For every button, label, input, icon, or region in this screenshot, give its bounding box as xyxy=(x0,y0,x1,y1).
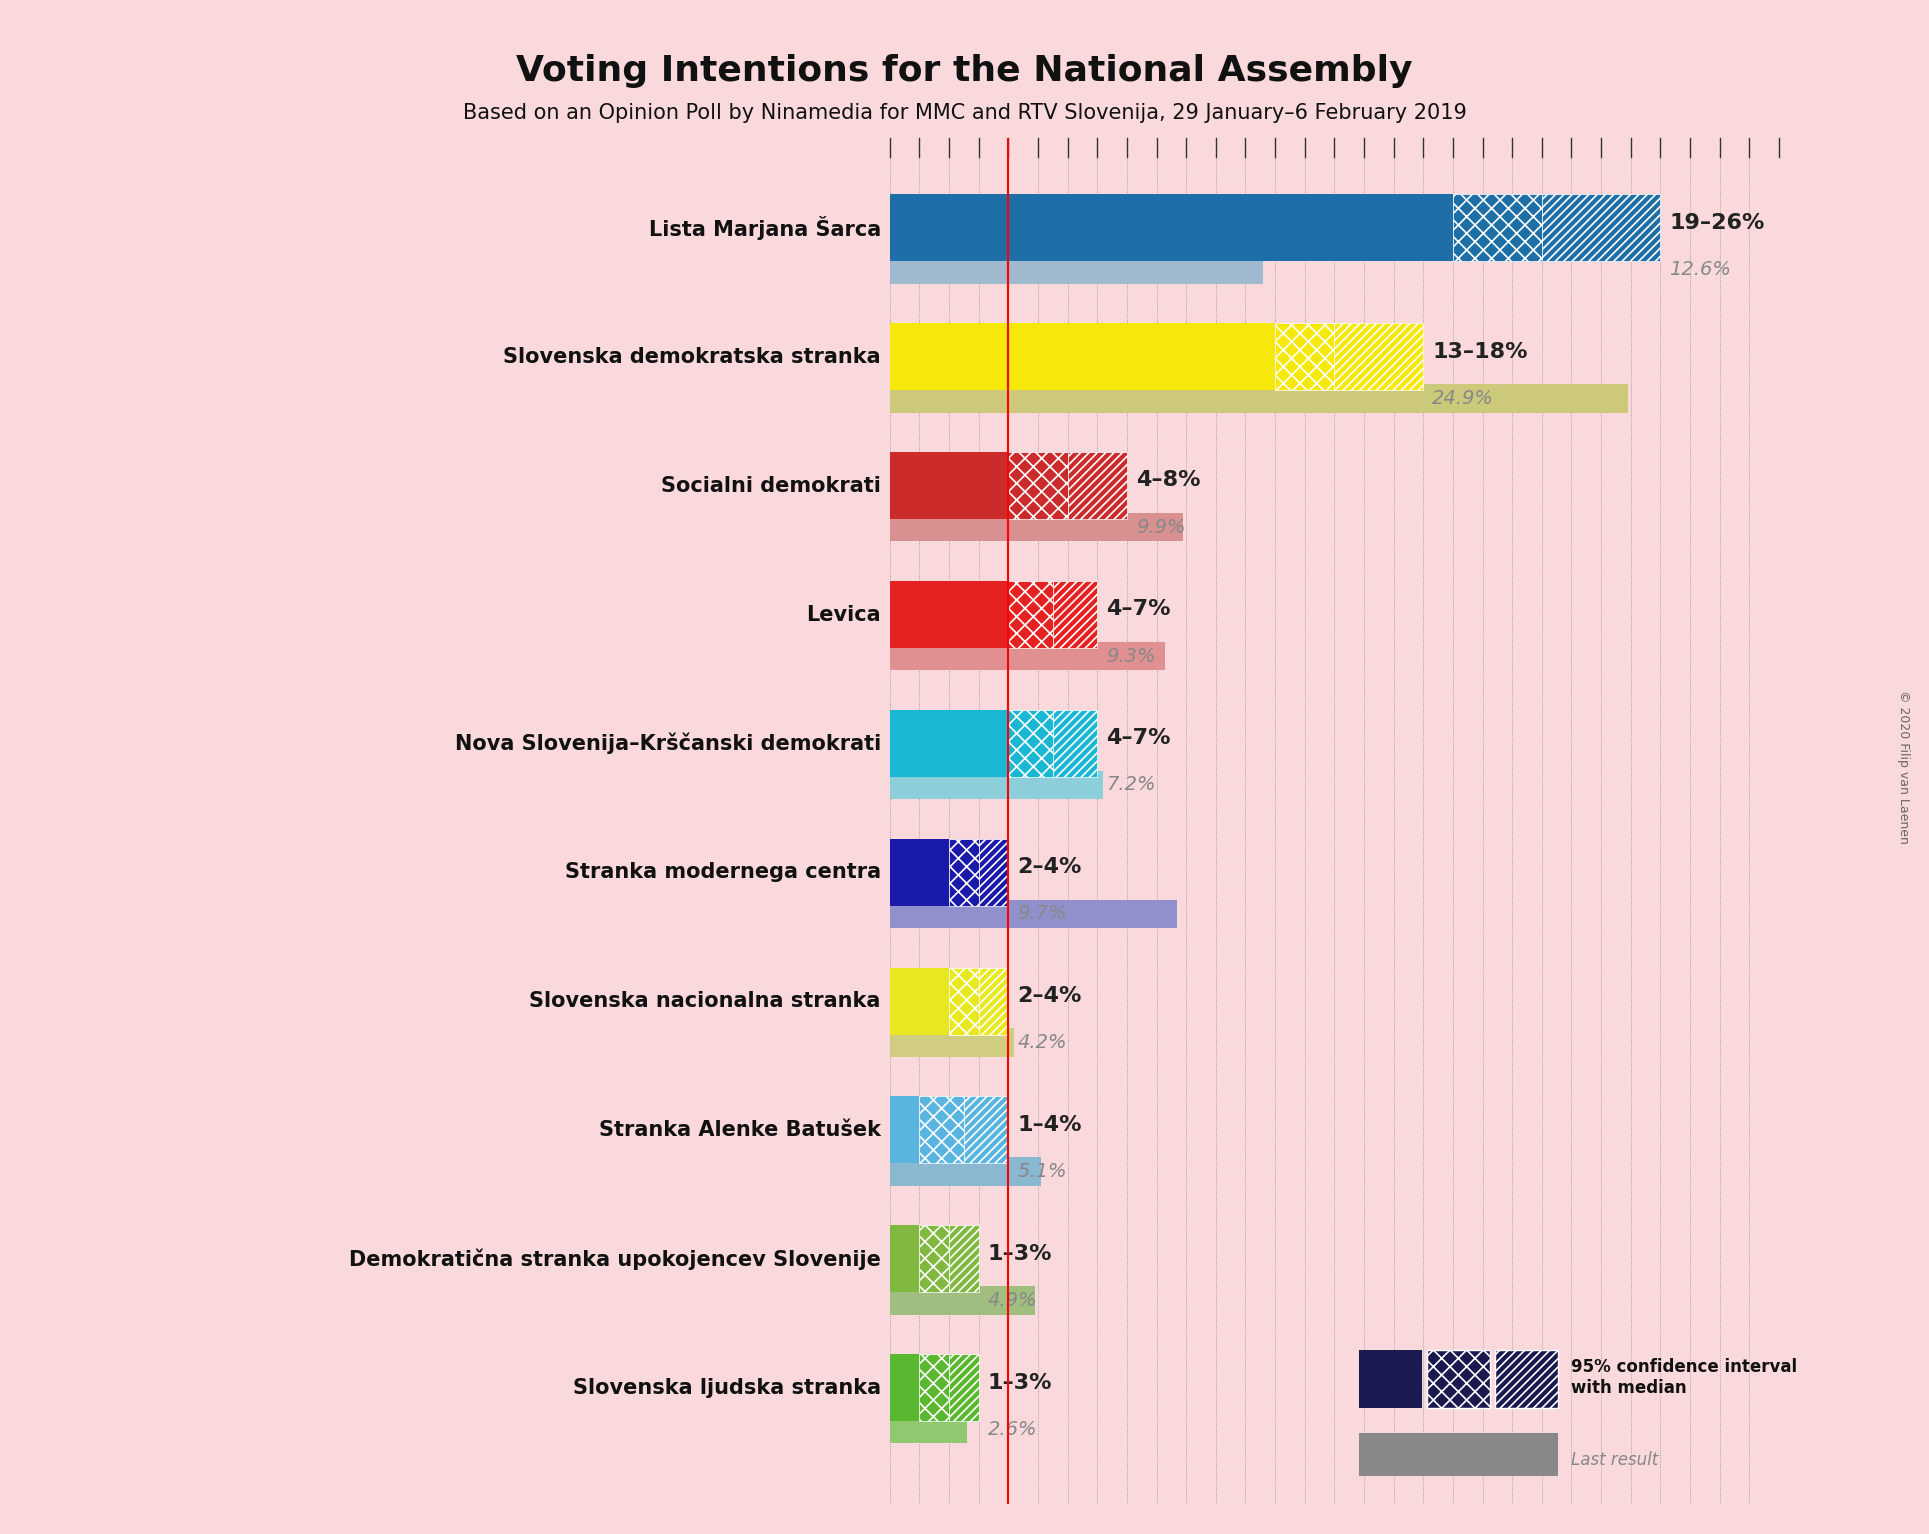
Bar xyxy=(920,1355,949,1420)
Text: Stranka modernega centra: Stranka modernega centra xyxy=(565,862,882,882)
Bar xyxy=(889,1226,920,1292)
Text: 7.2%: 7.2% xyxy=(1105,775,1155,795)
Text: Voting Intentions for the National Assembly: Voting Intentions for the National Assem… xyxy=(517,54,1412,87)
Bar xyxy=(1067,453,1127,518)
Bar xyxy=(1495,1350,1559,1408)
Text: 12.6%: 12.6% xyxy=(1669,259,1730,279)
Text: Slovenska demokratska stranka: Slovenska demokratska stranka xyxy=(503,347,882,367)
Text: Stranka Alenke Batušek: Stranka Alenke Batušek xyxy=(598,1120,882,1140)
Bar xyxy=(889,324,1275,390)
Text: Slovenska nacionalna stranka: Slovenska nacionalna stranka xyxy=(529,991,882,1011)
Bar xyxy=(1009,581,1053,647)
Bar xyxy=(1427,1350,1491,1408)
Bar xyxy=(889,899,1177,928)
Bar xyxy=(1053,710,1098,776)
Text: 9.9%: 9.9% xyxy=(1136,517,1184,537)
Text: 4.9%: 4.9% xyxy=(988,1292,1038,1310)
Text: 19–26%: 19–26% xyxy=(1669,213,1765,233)
Bar xyxy=(889,453,1009,518)
Bar xyxy=(889,1285,1036,1315)
Bar xyxy=(889,255,1263,284)
Bar xyxy=(889,1414,966,1443)
Bar xyxy=(889,195,1453,261)
Bar xyxy=(1541,195,1661,261)
Text: 9.7%: 9.7% xyxy=(1017,904,1067,923)
Bar xyxy=(1009,453,1067,518)
Text: Demokratična stranka upokojencev Slovenije: Demokratična stranka upokojencev Sloveni… xyxy=(349,1249,882,1270)
Text: 13–18%: 13–18% xyxy=(1431,342,1528,362)
Bar xyxy=(1275,324,1335,390)
Bar xyxy=(1358,1433,1559,1476)
Text: 4–7%: 4–7% xyxy=(1105,600,1171,620)
Bar xyxy=(889,710,1009,776)
Bar xyxy=(889,839,949,905)
Text: 1–3%: 1–3% xyxy=(988,1244,1051,1264)
Text: 9.3%: 9.3% xyxy=(1105,646,1155,666)
Text: Socialni demokrati: Socialni demokrati xyxy=(662,476,882,495)
Text: 4–8%: 4–8% xyxy=(1136,471,1200,491)
Text: Nova Slovenija–Krščanski demokrati: Nova Slovenija–Krščanski demokrati xyxy=(455,733,882,755)
Text: Levica: Levica xyxy=(806,604,882,624)
Bar xyxy=(889,968,949,1034)
Bar xyxy=(949,839,978,905)
Text: Slovenska ljudska stranka: Slovenska ljudska stranka xyxy=(573,1378,882,1397)
Bar xyxy=(978,968,1009,1034)
Bar xyxy=(1053,581,1098,647)
Bar xyxy=(920,1097,964,1163)
Bar xyxy=(889,770,1103,799)
Text: 1–3%: 1–3% xyxy=(988,1373,1051,1393)
Bar xyxy=(949,968,978,1034)
Text: © 2020 Filip van Laenen: © 2020 Filip van Laenen xyxy=(1898,690,1910,844)
Bar xyxy=(889,581,1009,647)
Bar xyxy=(1453,195,1541,261)
Text: 95% confidence interval
with median: 95% confidence interval with median xyxy=(1570,1358,1798,1397)
Bar xyxy=(1335,324,1424,390)
Text: Last result: Last result xyxy=(1570,1451,1659,1470)
Text: 1–4%: 1–4% xyxy=(1017,1115,1082,1135)
Text: 4.2%: 4.2% xyxy=(1017,1032,1067,1052)
Text: 5.1%: 5.1% xyxy=(1017,1161,1067,1181)
Bar xyxy=(978,839,1009,905)
Bar xyxy=(920,1226,949,1292)
Bar xyxy=(889,1355,920,1420)
Bar xyxy=(889,641,1165,670)
Bar xyxy=(1009,710,1053,776)
Bar xyxy=(889,1157,1042,1186)
Bar xyxy=(889,1028,1015,1057)
Bar xyxy=(889,384,1628,413)
Text: 2–4%: 2–4% xyxy=(1017,858,1082,877)
Bar xyxy=(964,1097,1009,1163)
Bar xyxy=(1358,1350,1422,1408)
Text: Based on an Opinion Poll by Ninamedia for MMC and RTV Slovenija, 29 January–6 Fe: Based on an Opinion Poll by Ninamedia fo… xyxy=(463,103,1466,123)
Bar xyxy=(889,512,1182,542)
Bar xyxy=(949,1355,978,1420)
Text: 24.9%: 24.9% xyxy=(1431,388,1495,408)
Text: 4–7%: 4–7% xyxy=(1105,729,1171,749)
Text: 2.6%: 2.6% xyxy=(988,1420,1038,1439)
Text: 2–4%: 2–4% xyxy=(1017,986,1082,1006)
Text: Lista Marjana Šarca: Lista Marjana Šarca xyxy=(648,216,882,239)
Bar xyxy=(949,1226,978,1292)
Bar xyxy=(889,1097,920,1163)
